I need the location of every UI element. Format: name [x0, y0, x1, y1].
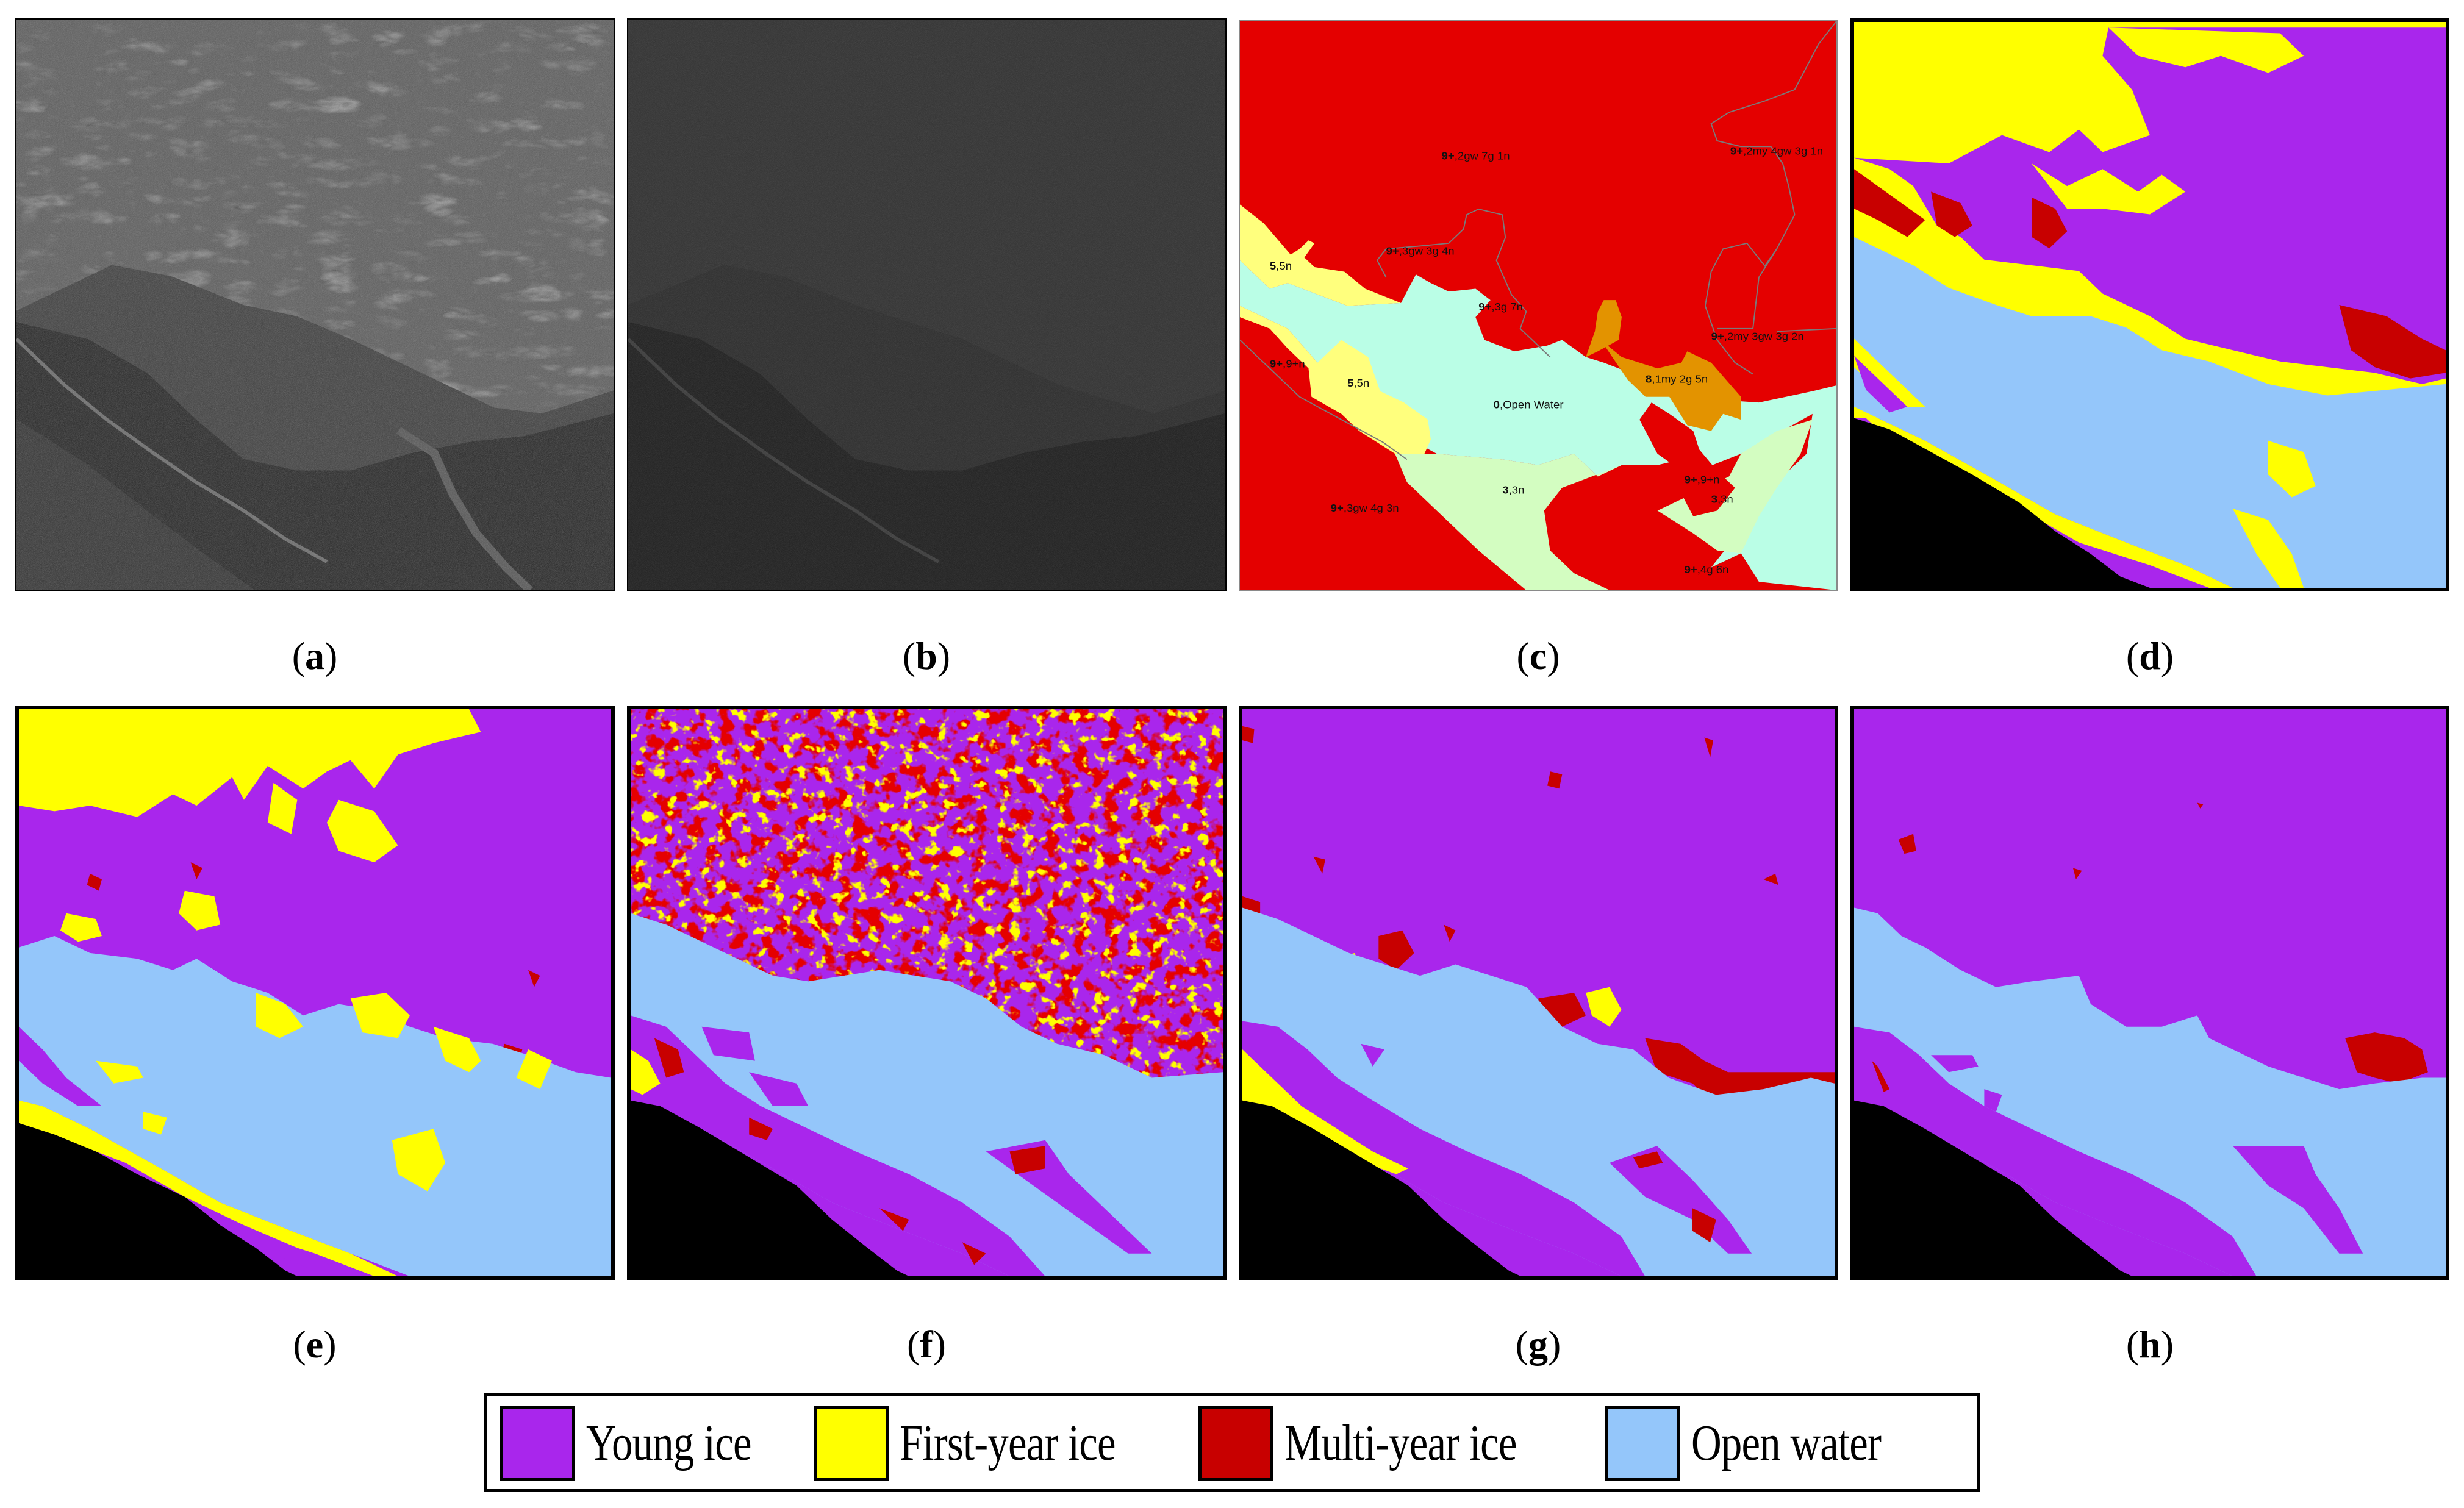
- ice-label-1: 9+,2gw 7g 1n: [1442, 150, 1510, 162]
- caption-f: (f): [907, 1323, 946, 1366]
- ice-label-2: 9+,2my 4gw 3g 1n: [1730, 145, 1823, 157]
- classification-map-e: [19, 709, 611, 1276]
- ice-label-9: 8,1my 2g 5n: [1646, 373, 1708, 385]
- caption-d: (d): [2126, 634, 2174, 677]
- ice-label-14: 9+,3gw 4g 3n: [1331, 502, 1399, 515]
- panel-h-classification: [1850, 706, 2449, 1280]
- ice-label-8: 5,5n: [1347, 377, 1369, 389]
- legend-swatch-young-ice: [500, 1406, 575, 1481]
- panel-d-classification: [1850, 18, 2449, 591]
- panel-e-classification: [15, 706, 615, 1280]
- caption-c: (c): [1516, 634, 1560, 677]
- panel-a-sar-hh: [15, 18, 615, 591]
- classification-map-d: [1854, 22, 2446, 588]
- legend: Young ice First-year ice Multi-year ice …: [484, 1393, 1980, 1492]
- panel-b-sar-hv: [627, 18, 1227, 591]
- classification-map-f: [631, 709, 1223, 1276]
- legend-swatch-open-water: [1605, 1406, 1680, 1481]
- panel-c-ice-chart: 9+,2gw 7g 1n 9+,2my 4gw 3g 1n 9+,3gw 3g …: [1239, 20, 1838, 591]
- ice-label-11: 9+,9+n: [1685, 474, 1720, 486]
- caption-a: (a): [292, 634, 338, 677]
- ice-label-13: 3,3n: [1711, 493, 1733, 506]
- legend-label-first-year-ice: First-year ice: [900, 1415, 1116, 1471]
- sar-hh-image: [16, 20, 614, 590]
- caption-b: (b): [902, 634, 951, 677]
- ice-label-3: 9+,3gw 3g 4n: [1386, 245, 1455, 257]
- legend-item-young-ice: Young ice: [500, 1404, 787, 1482]
- legend-label-open-water: Open water: [1691, 1415, 1882, 1471]
- ice-label-12: 3,3n: [1502, 484, 1524, 496]
- ice-label-4: 5,5n: [1270, 260, 1292, 272]
- caption-g: (g): [1515, 1323, 1561, 1366]
- caption-e: (e): [293, 1323, 337, 1366]
- panel-f-classification: [627, 706, 1227, 1280]
- legend-item-open-water: Open water: [1605, 1404, 1922, 1482]
- caption-h: (h): [2126, 1323, 2174, 1366]
- sar-hv-image: [628, 20, 1225, 590]
- ice-label-7: 9+,9+n: [1270, 358, 1305, 370]
- ice-label-15: 9+,4g 6n: [1685, 563, 1729, 576]
- ice-label-6: 9+,2my 3gw 3g 2n: [1711, 331, 1804, 343]
- legend-swatch-first-year-ice: [814, 1406, 889, 1481]
- classification-map-g: [1242, 709, 1835, 1276]
- panel-g-classification: [1239, 706, 1838, 1280]
- legend-swatch-multi-year-ice: [1198, 1406, 1273, 1481]
- legend-label-multi-year-ice: Multi-year ice: [1284, 1415, 1517, 1471]
- classification-map-h: [1854, 709, 2446, 1276]
- ice-label-10: 0,Open Water: [1494, 399, 1564, 411]
- legend-item-first-year-ice: First-year ice: [814, 1404, 1162, 1482]
- ice-label-5: 9+,3g 7n: [1478, 301, 1523, 313]
- ice-chart-map: 9+,2gw 7g 1n 9+,2my 4gw 3g 1n 9+,3gw 3g …: [1240, 21, 1836, 590]
- legend-label-young-ice: Young ice: [586, 1415, 752, 1471]
- legend-item-multi-year-ice: Multi-year ice: [1198, 1404, 1567, 1482]
